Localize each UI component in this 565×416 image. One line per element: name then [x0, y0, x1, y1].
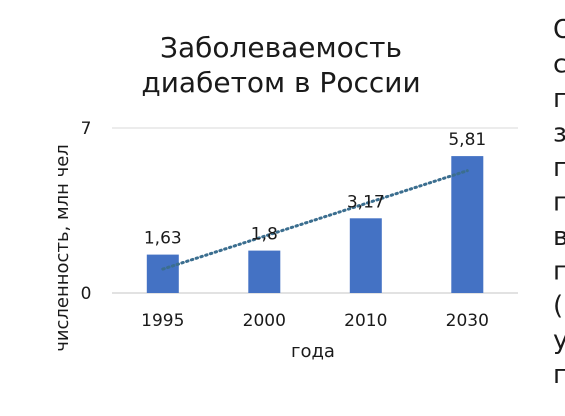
bars-layer: [146, 156, 484, 293]
x-tick-labels-layer: 1995 2000 2010 2030: [141, 311, 489, 331]
y-tick-label-max: 7: [81, 119, 92, 139]
x-tick-label-1995: 1995: [141, 311, 184, 331]
side-text-fragment: п: [553, 153, 565, 183]
chart-title-line-2: диабетом в России: [141, 66, 420, 99]
y-tick-label-min: 0: [81, 284, 92, 304]
side-text-fragment: п: [553, 188, 565, 218]
side-text-fragment: з: [553, 119, 565, 149]
side-text-fragment: в: [553, 222, 565, 252]
chart-title-line-1: Заболеваемость: [160, 31, 402, 64]
side-text-fragment: у: [553, 326, 565, 356]
y-axis-title: численность, млн чел: [52, 144, 73, 352]
data-label-1995: 1,63: [144, 229, 182, 249]
data-labels-layer: 1,63 1,8 3,17 5,81: [144, 130, 486, 249]
bar-2000: [248, 250, 281, 293]
side-text-fragment: с: [553, 50, 565, 80]
trendline: [161, 169, 469, 271]
x-tick-label-2010: 2010: [344, 311, 387, 331]
side-text-fragment: п: [553, 360, 565, 390]
data-label-2030: 5,81: [448, 130, 486, 150]
bar-2030: [451, 156, 484, 293]
x-axis-title: года: [291, 341, 335, 362]
side-text-fragment: О: [553, 15, 565, 45]
bar-2010: [349, 218, 382, 293]
trendline-layer: [161, 169, 469, 271]
side-text-fragment: (: [553, 291, 563, 321]
x-tick-label-2000: 2000: [243, 311, 286, 331]
bar-1995: [146, 254, 179, 293]
side-text-fragment: п: [553, 84, 565, 114]
x-tick-label-2030: 2030: [446, 311, 489, 331]
data-label-2010: 3,17: [347, 192, 385, 212]
side-text-fragment: п: [553, 257, 565, 287]
data-label-2000: 1,8: [251, 225, 278, 245]
